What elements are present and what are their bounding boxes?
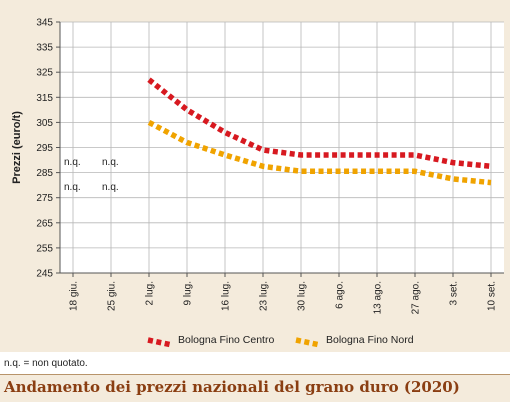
x-tick-label: 13 ago. — [373, 281, 384, 314]
x-tick-label: 6 ago. — [335, 281, 346, 309]
x-tick-label: 3 set. — [449, 281, 460, 305]
y-tick-label: 245 — [36, 269, 53, 280]
legend-label-2: Bologna Fino Nord — [326, 334, 414, 346]
x-tick-label: 10 set. — [487, 281, 498, 311]
y-tick-label: 345 — [36, 18, 53, 29]
x-tick-label: 18 giu. — [69, 281, 80, 311]
title-bar: Andamento dei prezzi nazionali del grano… — [0, 374, 510, 402]
nq-annotation: n.q. — [64, 182, 81, 193]
y-tick-label: 325 — [36, 68, 53, 79]
price-line-chart: 245 255 265 275 285 295 305 315 325 335 345 18 giu.… — [11, 18, 504, 348]
x-tick-label: 16 lug. — [221, 281, 232, 311]
legend-swatch-2 — [295, 337, 321, 348]
x-tick-label: 25 giu. — [107, 281, 118, 311]
chart-title: Andamento dei prezzi nazionali del grano… — [4, 378, 460, 396]
y-tick-label: 265 — [36, 218, 53, 229]
series-line-2 — [147, 119, 492, 186]
footnote: n.q. = non quotato. — [4, 358, 88, 369]
legend-label-1: Bologna Fino Centro — [178, 334, 274, 346]
y-tick-label: 315 — [36, 93, 53, 104]
y-tick-label: 285 — [36, 168, 53, 179]
series-line-1 — [147, 77, 492, 170]
x-tick-label: 2 lug. — [145, 281, 156, 305]
x-tick-label: 9 lug. — [183, 281, 194, 305]
y-tick-label: 255 — [36, 243, 53, 254]
legend-swatch-1 — [147, 337, 173, 348]
x-tick-label: 30 lug. — [297, 281, 308, 311]
x-tick-label: 27 ago. — [411, 281, 422, 314]
y-tick-label: 335 — [36, 43, 53, 54]
y-tick-label: 305 — [36, 118, 53, 129]
nq-annotation: n.q. — [102, 182, 119, 193]
y-tick-label: 275 — [36, 193, 53, 204]
y-tick-label: 295 — [36, 143, 53, 154]
y-axis-label: Prezzi (euro/t) — [11, 111, 23, 184]
nq-annotation: n.q. — [102, 157, 119, 168]
nq-annotation: n.q. — [64, 157, 81, 168]
x-tick-label: 23 lug. — [259, 281, 270, 311]
